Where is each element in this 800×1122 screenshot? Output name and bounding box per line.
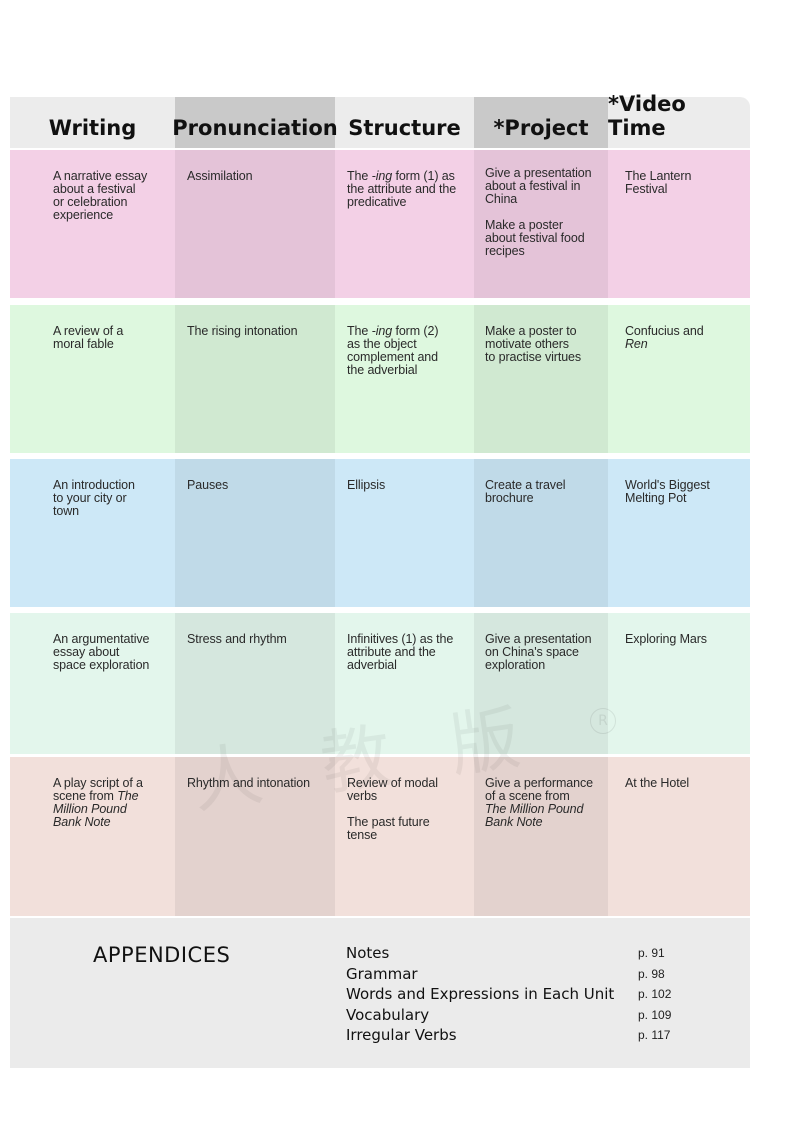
- cell-writing: An argumentative essay about space explo…: [53, 632, 150, 672]
- cell-pronunciation: Stress and rhythm: [175, 613, 335, 754]
- cell-pronunciation: The rising intonation: [175, 305, 335, 453]
- cell-structure: Ellipsis: [347, 478, 386, 492]
- cell-structure: The -ing form (1) as the attribute and t…: [347, 169, 457, 209]
- table-row: An argumentative essay about space explo…: [10, 613, 750, 754]
- appendix-item-notes[interactable]: Notes p. 91: [346, 944, 665, 962]
- cell-video-time: World's Biggest Melting Pot: [625, 478, 710, 505]
- cell-pronunciation: Assimilation: [175, 150, 335, 298]
- cell-project: Give a presentation about a festival in …: [474, 150, 608, 298]
- cell-video-time: The Lantern Festival: [625, 169, 692, 196]
- cell-writing: A review of a moral fable: [53, 324, 124, 351]
- header-video-time: *Video Time: [608, 92, 686, 140]
- cell-project: Make a poster to motivate others to prac…: [474, 305, 608, 453]
- header-structure: Structure: [348, 116, 461, 140]
- cell-structure: Infinitives (1) as the attribute and the…: [347, 632, 454, 672]
- appendix-item-vocabulary[interactable]: Vocabulary p. 109: [346, 1005, 672, 1024]
- cell-structure: Review of modal verbs The past future te…: [347, 776, 438, 842]
- cell-pronunciation: Rhythm and intonation: [175, 757, 335, 916]
- header-project: *Project: [474, 97, 608, 148]
- cell-structure: The -ing form (2) as the object compleme…: [347, 324, 439, 377]
- registered-mark-icon: R: [590, 708, 616, 734]
- cell-video-time: Exploring Mars: [625, 632, 707, 646]
- appendix-item-grammar[interactable]: Grammar p. 98: [346, 964, 665, 983]
- appendices-title: APPENDICES: [93, 943, 231, 967]
- cell-writing: A narrative essay about a festival or ce…: [53, 169, 148, 222]
- header-pronunciation: Pronunciation: [172, 97, 338, 148]
- cell-writing: An introduction to your city or town: [53, 478, 135, 518]
- appendix-item-irregular-verbs[interactable]: Irregular Verbs p. 117: [346, 1026, 671, 1044]
- appendix-item-words[interactable]: Words and Expressions in Each Unit p. 10…: [346, 985, 672, 1003]
- appendices-panel: APPENDICES Notes p. 91 Grammar p. 98 Wor…: [10, 918, 750, 1068]
- cell-writing: A play script of a scene from The Millio…: [53, 776, 143, 829]
- cell-project: Give a performance of a scene from The M…: [474, 757, 608, 916]
- cell-video-time: At the Hotel: [625, 776, 690, 790]
- cell-project: Give a presentation on China's space exp…: [474, 613, 608, 754]
- table-row: A narrative essay about a festival or ce…: [10, 150, 750, 298]
- table-row: An introduction to your city or town Pau…: [10, 459, 750, 607]
- cell-pronunciation: Pauses: [175, 459, 335, 607]
- table-row: A review of a moral fable The rising int…: [10, 305, 750, 453]
- appendices-list: Notes p. 91 Grammar p. 98 Words and Expr…: [346, 944, 746, 1047]
- table-row: A play script of a scene from The Millio…: [10, 757, 750, 916]
- cell-video-time: Confucius and Ren: [625, 324, 704, 351]
- header-writing: Writing: [48, 116, 137, 140]
- cell-project: Create a travel brochure: [474, 459, 608, 607]
- table-header: Writing Pronunciation Structure *Project…: [10, 92, 750, 148]
